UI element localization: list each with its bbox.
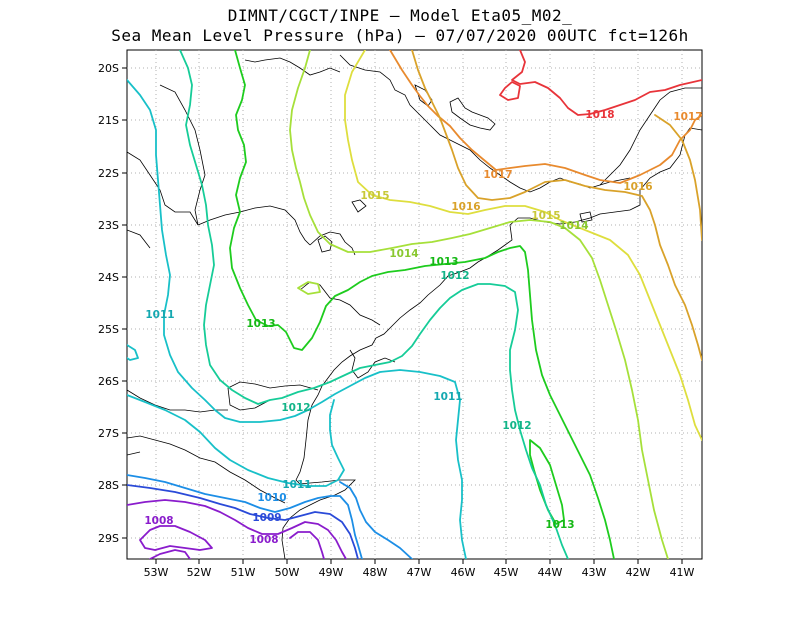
- state-border: [127, 435, 286, 504]
- contour-label-1011: 1011: [433, 391, 462, 403]
- contour-label-1016: 1016: [451, 201, 480, 213]
- isobar-1012: [179, 50, 569, 559]
- lat-label: 27S: [98, 427, 119, 440]
- contour-label-1012: 1012: [502, 420, 531, 432]
- contour-label-1009: 1009: [252, 512, 281, 524]
- isobar-1011-west: [127, 344, 139, 361]
- contour-label-1013: 1013: [545, 519, 574, 531]
- state-border: [127, 151, 199, 226]
- lon-label: 52W: [187, 566, 212, 579]
- state-border: [127, 389, 228, 413]
- isobar-1015: [344, 50, 702, 441]
- state-border: [197, 205, 311, 246]
- lon-label: 44W: [538, 566, 563, 579]
- state-border: [227, 387, 271, 411]
- isobar-1018-loop: [499, 81, 521, 101]
- isobar-1009: [127, 484, 359, 559]
- contour-label-1008: 1008: [144, 515, 173, 527]
- lat-label: 22S: [98, 167, 119, 180]
- lat-label: 21S: [98, 114, 119, 127]
- lat-label: 24S: [98, 271, 119, 284]
- contour-label-1013: 1013: [429, 256, 458, 268]
- lake: [579, 211, 593, 223]
- coastline: [281, 127, 702, 559]
- lon-label: 41W: [670, 566, 695, 579]
- lat-label: 20S: [98, 62, 119, 75]
- contour-label-1017: 1017: [673, 111, 702, 123]
- lon-label: 51W: [231, 566, 256, 579]
- isobar-1010: [127, 474, 363, 559]
- lon-label: 42W: [626, 566, 651, 579]
- contour-label-1012: 1012: [281, 402, 310, 414]
- lon-label: 49W: [319, 566, 344, 579]
- contour-labels: 1018 1017 1017 1016 1016 1015 1015 1014 …: [144, 109, 702, 546]
- state-border: [244, 57, 341, 76]
- latitude-labels: 20S 21S 22S 23S 24S 25S 26S 27S 28S 29S: [98, 62, 119, 545]
- state-border: [299, 281, 381, 326]
- contour-label-1011: 1011: [145, 309, 174, 321]
- state-border: [599, 87, 702, 186]
- coastline-and-borders: [127, 54, 702, 559]
- lon-label: 47W: [407, 566, 432, 579]
- lon-label: 53W: [144, 566, 169, 579]
- state-border: [349, 349, 396, 379]
- contour-label-1015: 1015: [360, 190, 389, 202]
- state-border: [227, 381, 319, 391]
- isobar-1007b: [149, 549, 191, 559]
- map-title-line1: DIMNT/CGCT/INPE – Model Eta05_M02_: [227, 6, 573, 25]
- state-border: [127, 451, 141, 456]
- lat-label: 25S: [98, 323, 119, 336]
- isobar-1016-east: [654, 114, 702, 241]
- lat-label: 26S: [98, 375, 119, 388]
- contour-label-1013: 1013: [246, 318, 275, 330]
- state-border: [127, 229, 151, 249]
- isobar-1011: [127, 79, 467, 559]
- lon-label: 46W: [451, 566, 476, 579]
- isobar-1013: [229, 50, 615, 559]
- lat-label: 23S: [98, 219, 119, 232]
- lake: [449, 97, 496, 131]
- isobar-1007: [289, 531, 325, 559]
- contour-label-1014: 1014: [559, 220, 588, 232]
- contour-label-1014: 1014: [389, 248, 418, 260]
- isobars: [127, 50, 702, 559]
- lon-label: 48W: [363, 566, 388, 579]
- state-border: [159, 84, 206, 226]
- axis-ticks: [122, 67, 683, 564]
- isobar-1011-south: [127, 394, 345, 487]
- isobar-1008: [127, 499, 347, 559]
- isobar-1014-island: [297, 281, 321, 295]
- lat-label: 29S: [98, 532, 119, 545]
- contour-label-1012: 1012: [440, 270, 469, 282]
- contour-label-1008: 1008: [249, 534, 278, 546]
- lon-label: 45W: [494, 566, 519, 579]
- lake: [351, 199, 367, 213]
- contour-label-1017: 1017: [483, 169, 512, 181]
- contour-label-1015: 1015: [531, 210, 560, 222]
- lake: [414, 84, 433, 107]
- lon-label: 50W: [275, 566, 300, 579]
- contour-label-1018: 1018: [585, 109, 614, 121]
- contour-label-1010: 1010: [257, 492, 286, 504]
- isobar-1010-north: [339, 481, 413, 559]
- lon-label: 43W: [582, 566, 607, 579]
- isobar-1016: [411, 50, 702, 361]
- lat-label: 28S: [98, 479, 119, 492]
- isobar-1018: [511, 50, 702, 116]
- isobar-1017: [389, 50, 702, 184]
- map-frame: [126, 49, 703, 560]
- isobar-1008-loop: [139, 525, 213, 551]
- state-border: [309, 231, 356, 256]
- isobar-1014: [289, 50, 669, 559]
- contour-label-1016: 1016: [623, 181, 652, 193]
- contour-label-1011: 1011: [282, 479, 311, 491]
- isobar-1013-south-loop: [529, 439, 565, 525]
- graticule: [127, 50, 702, 559]
- longitude-labels: 53W 52W 51W 50W 49W 48W 47W 46W 45W 44W …: [144, 566, 695, 579]
- map-title-line2: Sea Mean Level Pressure (hPa) – 07/07/20…: [111, 26, 689, 45]
